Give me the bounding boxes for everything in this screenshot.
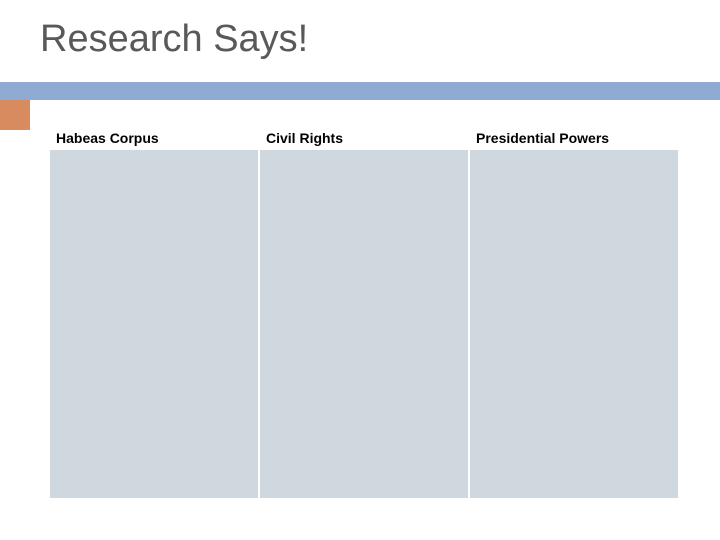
column-header: Presidential Powers [470,128,680,150]
table-cell [470,150,680,498]
comparison-table: Habeas Corpus Civil Rights Presidential … [50,128,680,498]
column-header: Civil Rights [260,128,470,150]
accent-square [0,100,30,130]
column-header: Habeas Corpus [50,128,260,150]
table-column: Civil Rights [260,128,470,498]
slide-title: Research Says! [40,18,308,61]
table-cell [260,150,470,498]
title-underline-bar [0,82,720,100]
table-column: Habeas Corpus [50,128,260,498]
table-cell [50,150,260,498]
table-column: Presidential Powers [470,128,680,498]
